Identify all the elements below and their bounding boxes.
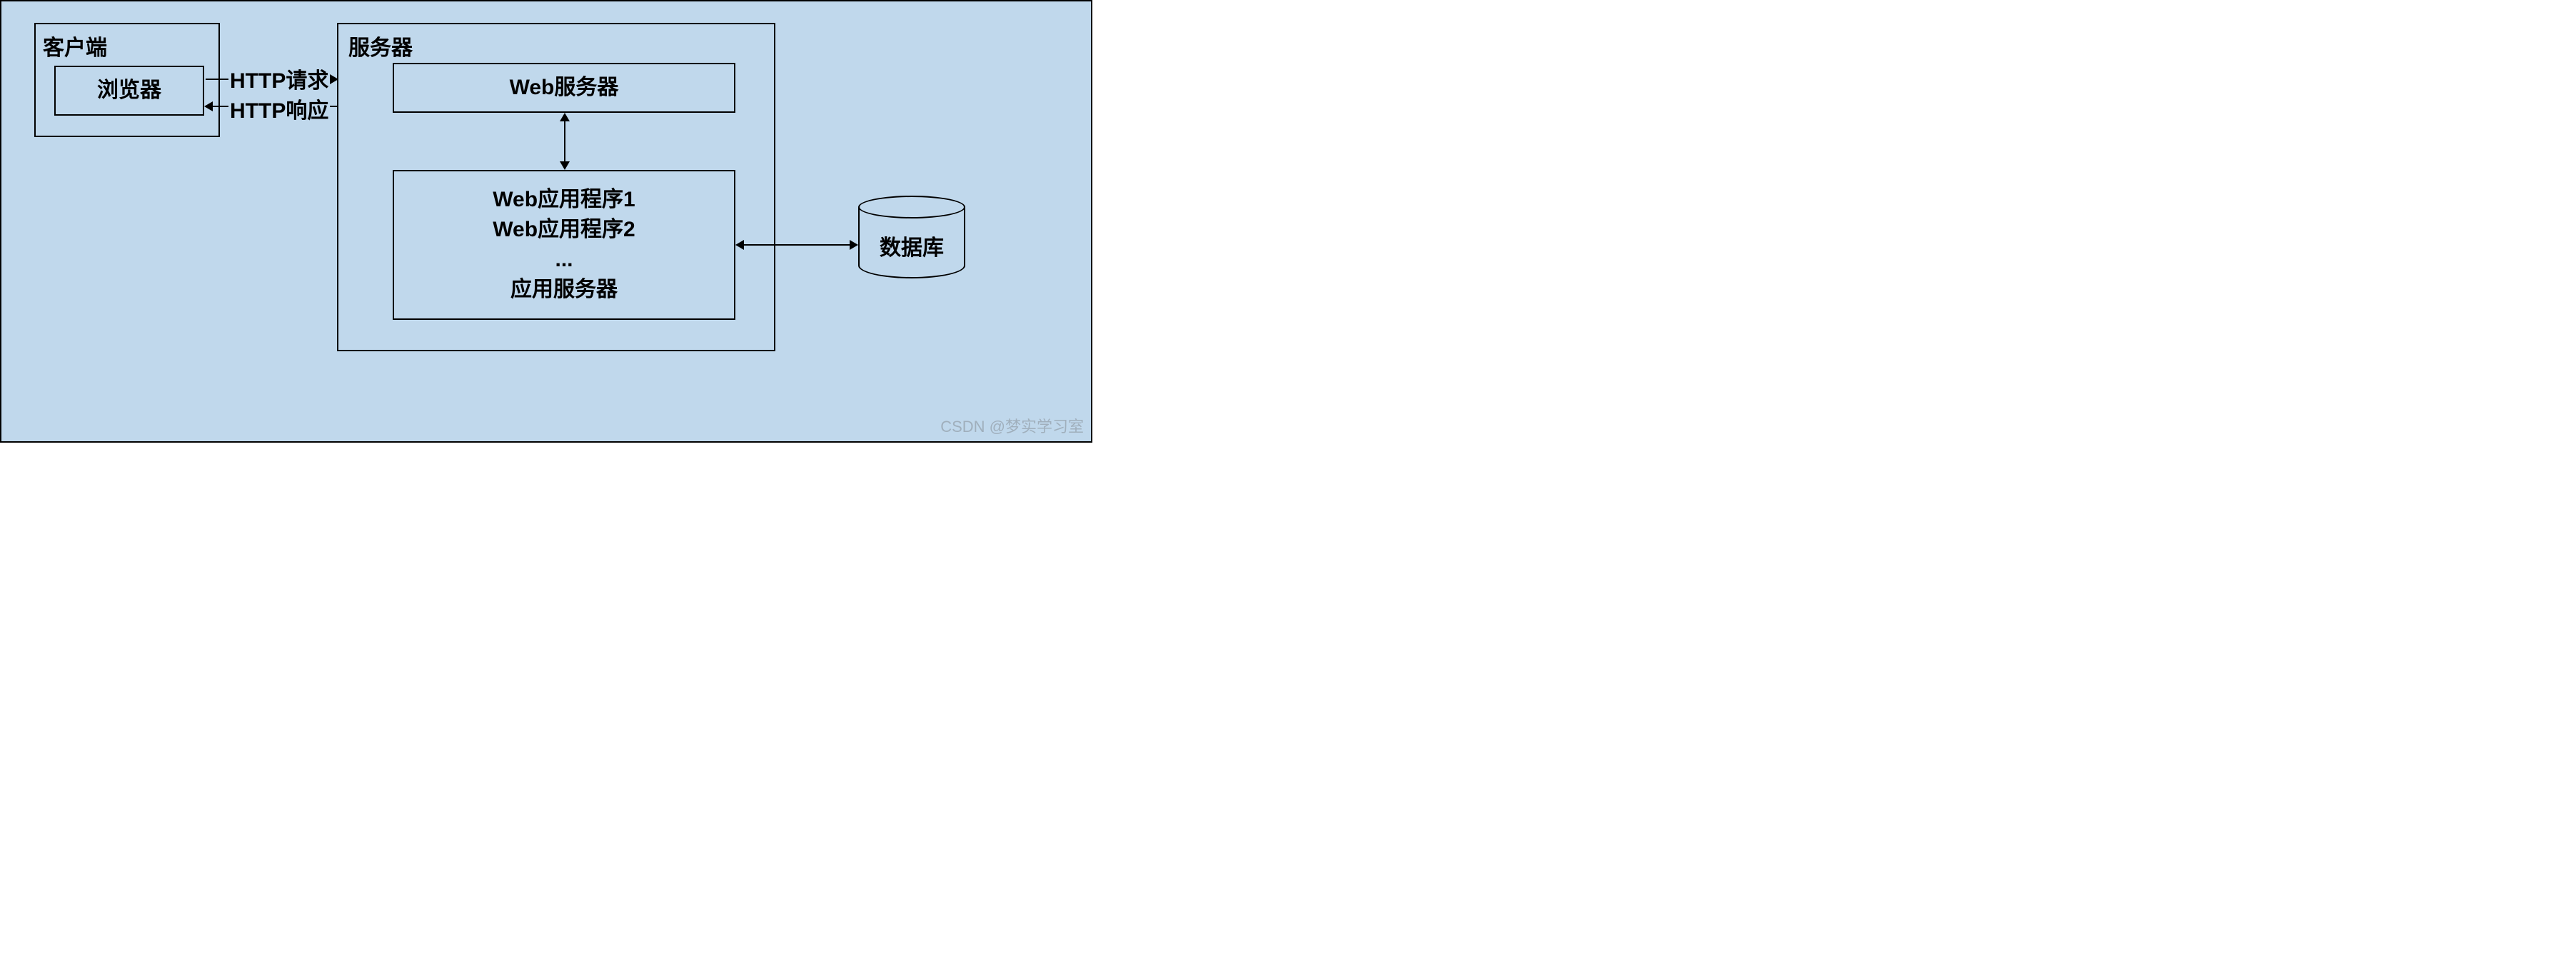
server-apps-arrow-head-up (560, 113, 570, 121)
apps-db-arrow-line (744, 244, 850, 246)
watermark-text: CSDN @梦实学习室 (940, 414, 1084, 437)
web-server-label: Web服务器 (510, 73, 619, 103)
browser-label: 浏览器 (97, 76, 161, 106)
app-server-node: Web应用程序1 Web应用程序2 ... 应用服务器 (393, 170, 735, 320)
http-response-label: HTTP响应 (230, 93, 328, 124)
database-label: 数据库 (858, 230, 965, 261)
http-response-arrow-line (213, 106, 228, 107)
client-label: 客户端 (43, 30, 107, 61)
diagram-canvas: 客户端 浏览器 服务器 Web服务器 Web应用程序1 Web应用程序2 ...… (0, 0, 1092, 443)
apps-db-arrow-head-right (850, 240, 858, 250)
http-request-arrow-head (330, 74, 338, 84)
app-line-3: ... (394, 245, 734, 275)
apps-db-arrow-head-left (735, 240, 744, 250)
server-label: 服务器 (348, 30, 413, 61)
app-line-1: Web应用程序1 (394, 185, 734, 215)
web-server-node: Web服务器 (393, 63, 735, 113)
http-request-arrow-line (206, 79, 228, 80)
app-line-2: Web应用程序2 (394, 215, 734, 245)
database-node: 数据库 (858, 207, 965, 278)
browser-node: 浏览器 (54, 66, 204, 116)
server-apps-arrow-line (564, 121, 565, 161)
http-response-arrow-head (204, 101, 213, 111)
server-apps-arrow-head-down (560, 161, 570, 170)
app-line-4: 应用服务器 (394, 275, 734, 305)
http-request-label: HTTP请求 (230, 63, 328, 94)
http-response-arrow-line-r (330, 106, 337, 107)
